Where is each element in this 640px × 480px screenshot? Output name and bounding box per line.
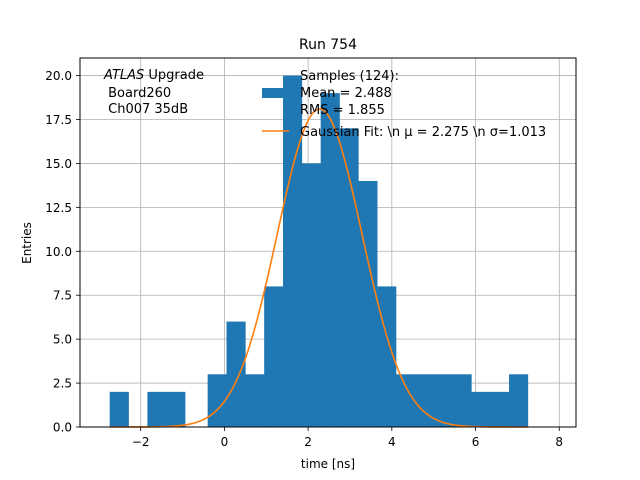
histogram-bar (339, 128, 359, 428)
histogram-bar (283, 75, 303, 428)
plot-frame (79, 57, 577, 428)
y-tick-label: 7.5 (53, 289, 72, 303)
y-axis-ticks: 0.0 2.5 5.0 7.5 10.0 12.5 15.0 17.5 20.0 (45, 69, 80, 435)
histogram-bar (414, 374, 434, 427)
histogram-bar (166, 391, 186, 427)
y-axis-label: Entries (20, 222, 34, 264)
histogram-bar (264, 286, 284, 427)
legend: Samples (124): Mean = 2.488 RMS = 1.855 … (262, 69, 546, 140)
y-tick-label: 10.0 (45, 245, 72, 259)
histogram-bar (147, 391, 167, 427)
y-tick-label: 0.0 (53, 421, 72, 435)
annotation-line-3: Ch007 35dB (104, 102, 188, 117)
histogram-bar (452, 374, 472, 427)
x-tick-label: 4 (388, 435, 396, 449)
histogram-bar (207, 374, 227, 427)
legend-samples-line: Samples (124): (300, 69, 399, 84)
y-tick-label: 2.5 (53, 377, 72, 391)
histogram-bar (301, 163, 321, 427)
x-tick-label: 8 (555, 435, 563, 449)
x-tick-label: 6 (472, 435, 480, 449)
x-tick-label: 2 (304, 435, 312, 449)
legend-label-samples: Samples (124): Mean = 2.488 RMS = 1.855 (300, 69, 399, 118)
x-axis-ticks: −2 0 2 4 6 8 (132, 427, 563, 449)
legend-samples-line: Mean = 2.488 (300, 86, 392, 101)
annotation-line-1: ATLAS Upgrade (103, 68, 204, 83)
histogram-bar (109, 391, 129, 427)
annotation-line-2: Board260 (104, 86, 171, 101)
histogram-bar (509, 374, 529, 427)
annotation-upgrade: Upgrade (144, 68, 204, 83)
x-tick-label: −2 (132, 435, 150, 449)
histogram-bar (396, 374, 416, 427)
histogram-bar (245, 374, 265, 427)
y-tick-label: 17.5 (45, 113, 72, 127)
x-tick-label: 0 (221, 435, 229, 449)
histogram-bar (358, 181, 378, 427)
histogram-bar (226, 321, 246, 427)
histogram-bar (490, 391, 510, 427)
histogram-bar (471, 391, 491, 427)
legend-label-fit: Gaussian Fit: \n μ = 2.275 \n σ=1.013 (300, 125, 546, 140)
annotation-atlas-italic: ATLAS (103, 68, 144, 83)
legend-swatch-samples (262, 88, 289, 98)
histogram-bars (109, 75, 529, 428)
legend-samples-line: RMS = 1.855 (300, 103, 385, 118)
y-tick-label: 15.0 (45, 157, 72, 171)
atlas-annotation: ATLAS Upgrade Board260 Ch007 35dB (103, 68, 204, 117)
histogram-bar (320, 93, 340, 428)
gaussian-fit-line (109, 108, 528, 428)
y-tick-label: 12.5 (45, 201, 72, 215)
y-tick-label: 5.0 (53, 333, 72, 347)
x-axis-label: time [ns] (301, 457, 355, 471)
histogram-bar (433, 374, 453, 427)
y-tick-label: 20.0 (45, 69, 72, 83)
chart-title: Run 754 (299, 37, 357, 53)
